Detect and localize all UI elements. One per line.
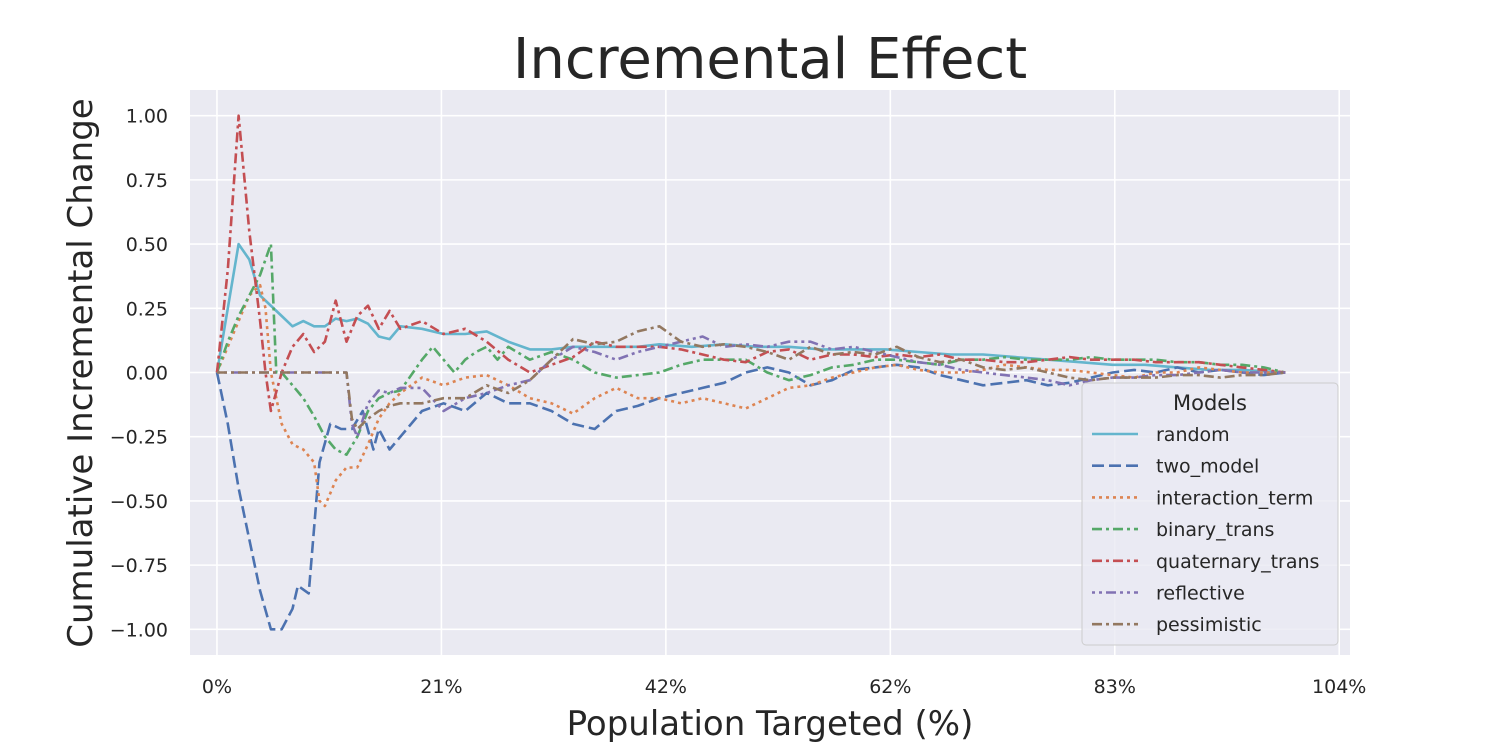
series-line-interaction_term [215,283,1286,508]
series-line-two_model [215,363,1286,631]
legend-label-quaternary_trans: quaternary_trans [1156,551,1319,573]
series-lines [215,114,1286,631]
x-tick-label: 104% [1312,676,1366,698]
legend-label-two_model: two_model [1156,456,1259,478]
x-tick-label: 62% [869,676,911,698]
series-line-quaternary_trans [215,114,1286,413]
legend-label-pessimistic: pessimistic [1156,614,1262,636]
legend-box [1081,382,1339,646]
series-line-binary_trans [215,242,1286,456]
tick-labels: 0% 21% 42% 62% 83% 104% −1.00 −0.75 −0.50 −0.25 0.… [110,106,1367,698]
y-tick-label: 0.75 [126,170,168,192]
legend: Models random two_model interaction_termbi… [1081,382,1339,646]
y-tick-label: −0.50 [110,491,168,513]
y-tick-label: 0.25 [126,298,168,320]
legend-title: Models [1173,391,1247,415]
legend-label-random: random [1156,424,1230,446]
series-line-reflective [217,335,1286,438]
chart-title: Incremental Effect [513,27,1027,92]
y-axis-label: Cumulative Incremental Change [61,98,101,647]
x-tick-label: 21% [420,676,462,698]
legend-label-reflective: reflective [1156,583,1245,605]
y-tick-label: 1.00 [126,106,168,128]
y-tick-label: −0.75 [110,555,168,577]
x-tick-label: 42% [645,676,687,698]
y-tick-label: −1.00 [110,619,168,641]
x-axis-label: Population Targeted (%) [567,704,974,744]
x-tick-label: 0% [202,676,232,698]
y-tick-label: −0.25 [110,427,168,449]
series-line-pessimistic [217,325,1286,431]
y-tick-label: 0.50 [126,234,168,256]
legend-label-binary_trans: binary_trans [1156,519,1274,541]
x-tick-label: 83% [1094,676,1136,698]
y-tick-label: 0.00 [126,363,168,385]
legend-label-interaction_term: interaction_term [1156,487,1313,509]
